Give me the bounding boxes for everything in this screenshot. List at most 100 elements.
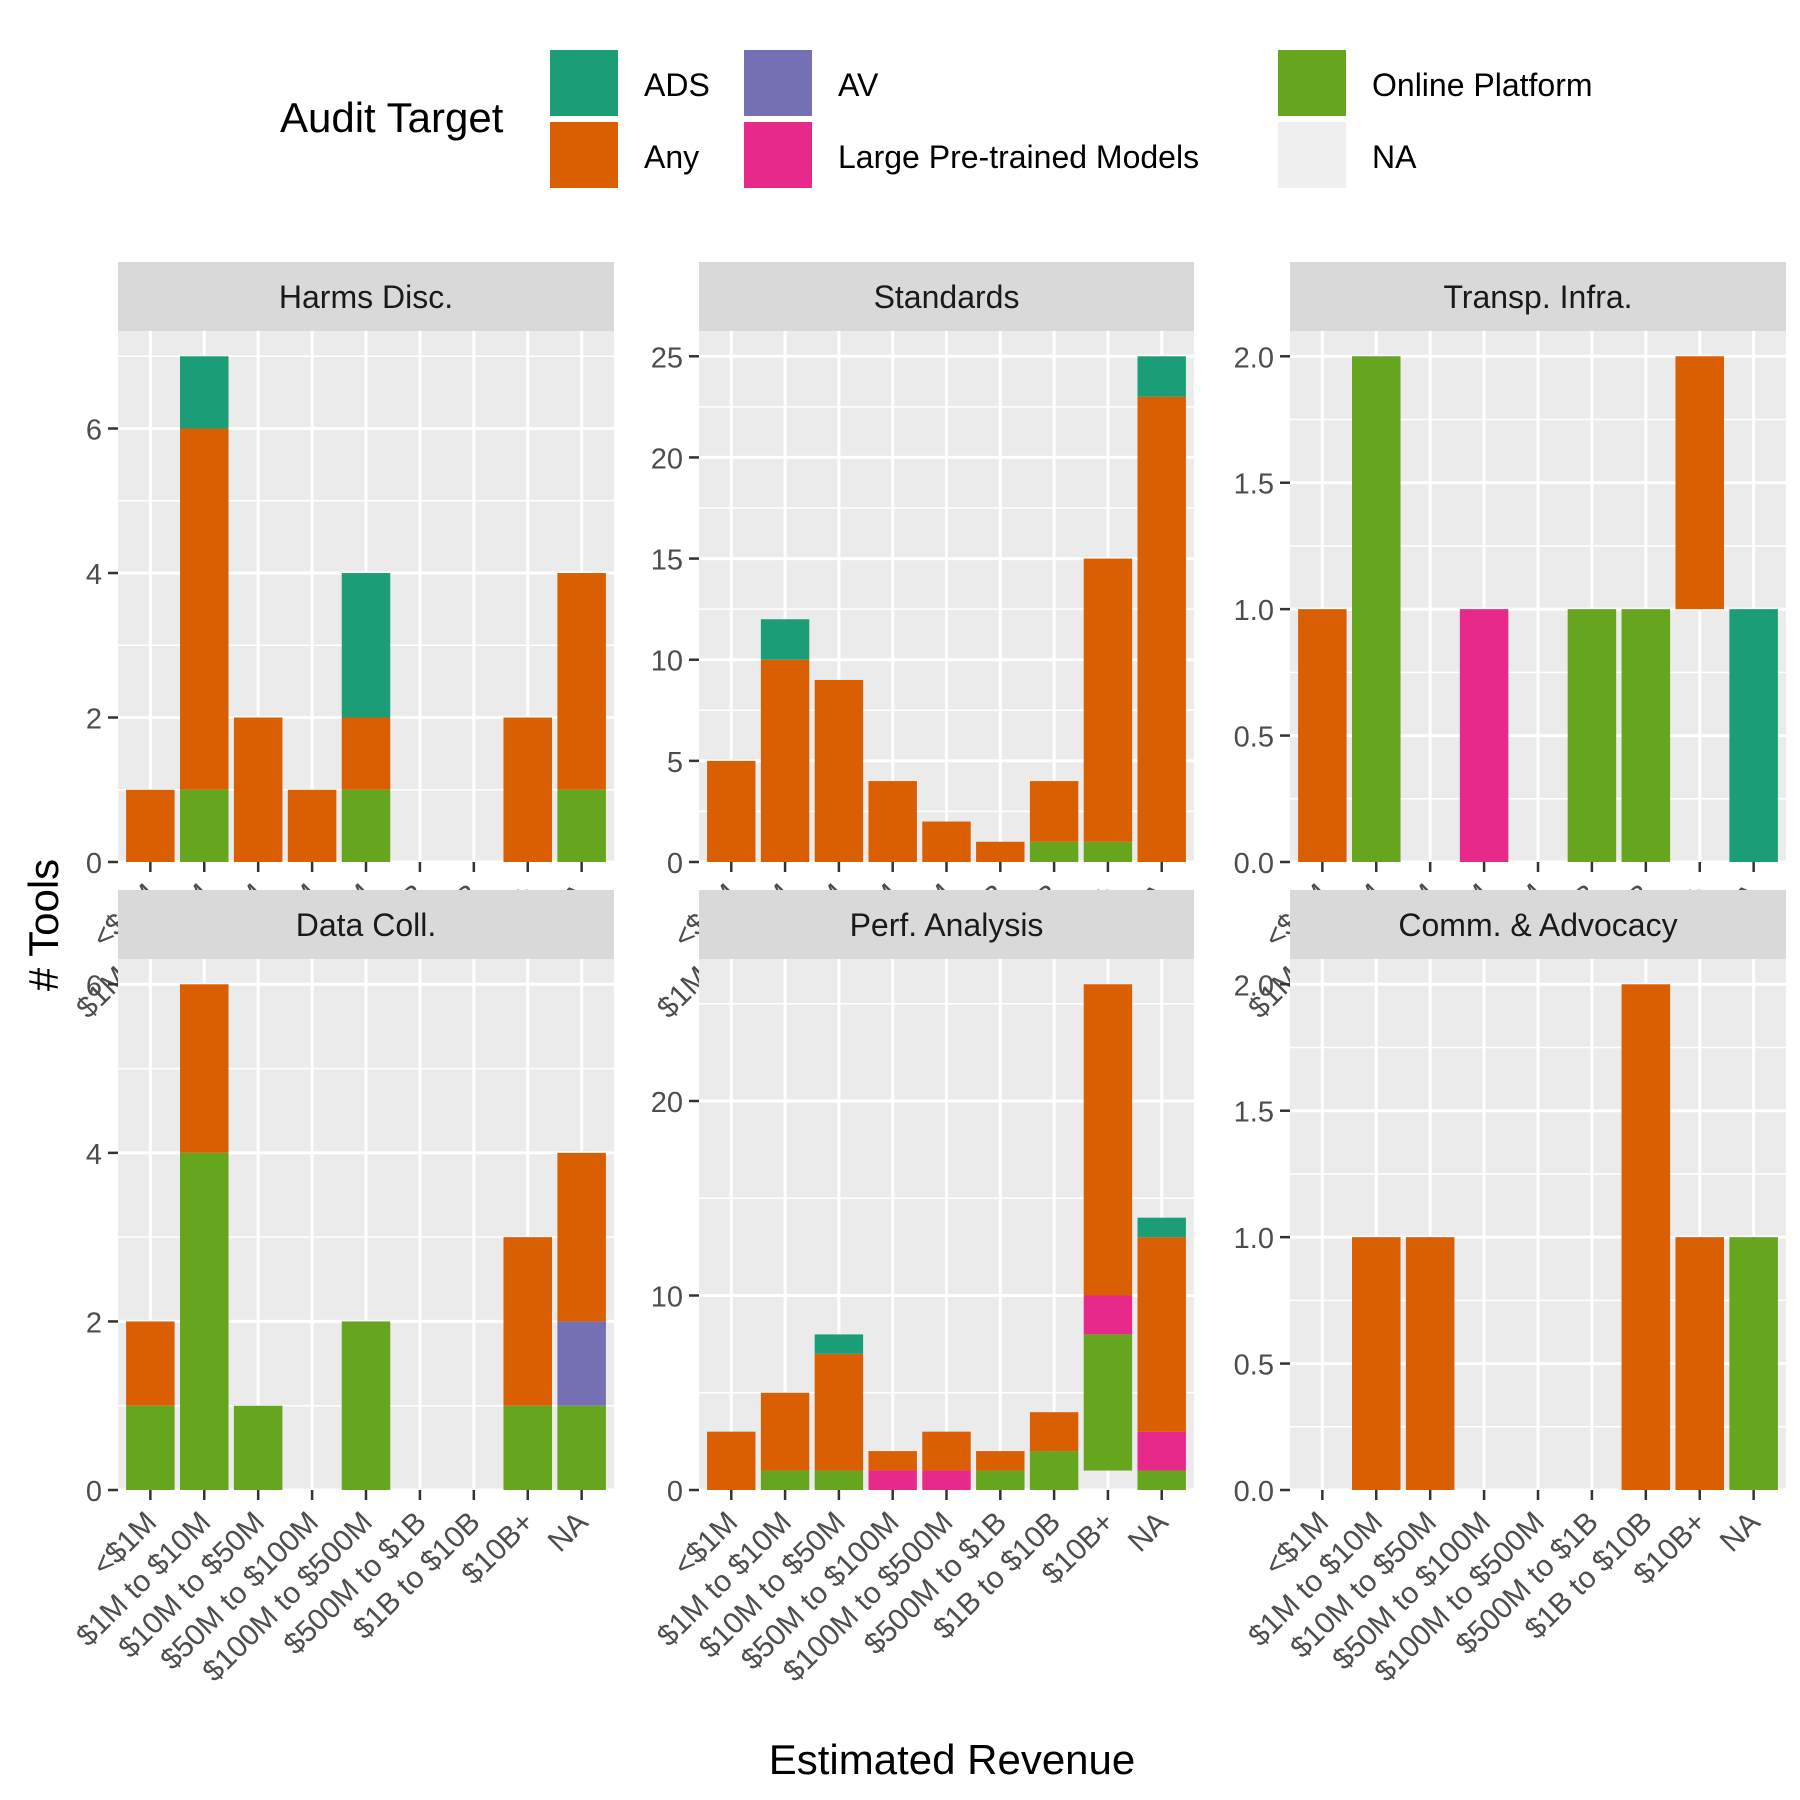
panel-strip: [118, 262, 614, 331]
legend-label-na: NA: [1372, 139, 1417, 175]
panel-strip: [1290, 890, 1786, 959]
y-axis-title: # Tools: [20, 859, 67, 991]
y-tick-label: 0: [86, 848, 102, 880]
bar-segment-any-1m: [126, 789, 175, 862]
panel-title: Harms Disc.: [279, 279, 453, 315]
bar-segment-op-1m-to-10m: [180, 1152, 229, 1490]
bar-segment-lpm-10b: [1083, 1295, 1133, 1335]
bar-segment-any-1b-to-10b: [1029, 781, 1079, 842]
legend-label-lpm: Large Pre-trained Models: [838, 139, 1199, 175]
y-tick-label: 20: [651, 443, 683, 475]
legend-label-any: Any: [644, 139, 699, 175]
legend-label-ads: ADS: [644, 67, 710, 103]
bar-segment-op-10b: [1083, 1334, 1133, 1471]
legend-swatch-op: [1278, 50, 1346, 116]
bar-segment-op-na: [1729, 1237, 1778, 1490]
y-tick-label: 2: [86, 1307, 102, 1339]
bar-segment-op-10b: [1083, 841, 1133, 862]
bar-segment-any-1m: [707, 760, 756, 862]
bar-segment-lpm-na: [1137, 1431, 1186, 1471]
y-tick-label: 1.0: [1234, 1223, 1274, 1255]
legend-label-av: AV: [838, 67, 879, 103]
bar-segment-op-1b-to-10b: [1029, 1451, 1079, 1490]
y-tick-label: 6: [86, 970, 102, 1002]
y-tick-label: 1.5: [1234, 469, 1274, 501]
bar-segment-op-500m-to-1b: [1567, 609, 1617, 862]
bar-segment-any-1m: [126, 1321, 175, 1406]
y-tick-label: 2: [86, 704, 102, 736]
bar-segment-any-10m-to-50m: [233, 717, 283, 862]
bar-segment-op-na: [557, 1405, 606, 1490]
bar-segment-any-1b-to-10b: [1029, 1412, 1079, 1452]
bar-segment-av-na: [557, 1321, 606, 1406]
bar-segment-lpm-50m-to-100m: [1459, 609, 1509, 862]
y-tick-label: 25: [651, 342, 683, 374]
bar-segment-any-50m-to-100m: [868, 1451, 917, 1471]
bar-segment-any-1m-to-10m: [180, 428, 229, 790]
legend-swatch-av: [744, 50, 812, 116]
panel-title: Transp. Infra.: [1443, 279, 1632, 315]
bar-segment-any-10b: [1675, 356, 1724, 610]
legend-label-op: Online Platform: [1372, 67, 1593, 103]
bar-segment-ads-na: [1137, 356, 1186, 397]
y-tick-label: 4: [86, 1139, 102, 1171]
y-tick-label: 0: [86, 1476, 102, 1508]
legend-swatch-na: [1278, 122, 1346, 188]
bar-segment-op-100m-to-500m: [341, 789, 391, 862]
bar-segment-op-1m-to-10m: [1352, 356, 1401, 862]
bar-segment-any-500m-to-1b: [976, 841, 1025, 862]
y-tick-label: 0: [667, 1476, 683, 1508]
bar-segment-op-10m-to-50m: [233, 1405, 283, 1490]
bar-segment-any-10b: [1083, 558, 1133, 842]
y-tick-label: 0.0: [1234, 1476, 1274, 1508]
x-tick-label: NA: [1122, 1506, 1175, 1559]
bar-segment-ads-na: [1137, 1217, 1186, 1238]
bar-segment-op-1m: [126, 1405, 175, 1490]
bar-segment-any-50m-to-100m: [868, 781, 917, 862]
bar-segment-op-na: [1137, 1470, 1186, 1490]
y-tick-label: 1.0: [1234, 595, 1274, 627]
legend-title: Audit Target: [280, 94, 504, 141]
bar-segment-any-1m-to-10m: [760, 1392, 810, 1471]
bar-segment-lpm-100m-to-500m: [922, 1470, 971, 1490]
y-tick-label: 5: [667, 747, 683, 779]
x-tick-label: NA: [1714, 1506, 1767, 1559]
bar-segment-op-1m-to-10m: [760, 1470, 810, 1490]
bar-segment-ads-100m-to-500m: [341, 573, 391, 718]
y-tick-label: 15: [651, 545, 683, 577]
y-tick-label: 1.5: [1234, 1097, 1274, 1129]
bar-segment-any-10b: [503, 1237, 552, 1406]
bar-segment-op-500m-to-1b: [976, 1470, 1025, 1490]
bar-segment-any-na: [1137, 1237, 1186, 1432]
bar-segment-lpm-50m-to-100m: [868, 1470, 917, 1490]
bar-segment-any-1m: [707, 1431, 756, 1490]
y-tick-label: 4: [86, 559, 102, 591]
panel-title: Comm. & Advocacy: [1398, 907, 1677, 943]
panel-title: Data Coll.: [296, 907, 437, 943]
y-tick-label: 10: [651, 646, 683, 678]
bar-segment-op-1b-to-10b: [1029, 841, 1079, 862]
panel-strip: [1290, 262, 1786, 331]
legend-swatch-lpm: [744, 122, 812, 188]
bar-segment-any-na: [1137, 396, 1186, 862]
bar-segment-ads-10m-to-50m: [814, 1334, 864, 1354]
x-axis-title: Estimated Revenue: [769, 1736, 1136, 1783]
bar-segment-any-1m-to-10m: [180, 984, 229, 1153]
panel-title: Perf. Analysis: [850, 907, 1044, 943]
bar-segment-any-na: [557, 573, 606, 790]
panel-title: Standards: [874, 279, 1020, 315]
y-tick-label: 20: [651, 1087, 683, 1119]
bar-segment-any-10b: [503, 717, 552, 862]
legend-swatch-any: [550, 122, 618, 188]
bar-segment-any-10m-to-50m: [1405, 1237, 1455, 1490]
y-tick-label: 2.0: [1234, 342, 1274, 374]
panel-strip: [699, 262, 1194, 331]
panel-strip: [118, 890, 614, 959]
bar-segment-op-na: [557, 789, 606, 862]
bar-segment-any-50m-to-100m: [287, 789, 337, 862]
bar-segment-any-10b: [1675, 1237, 1724, 1490]
